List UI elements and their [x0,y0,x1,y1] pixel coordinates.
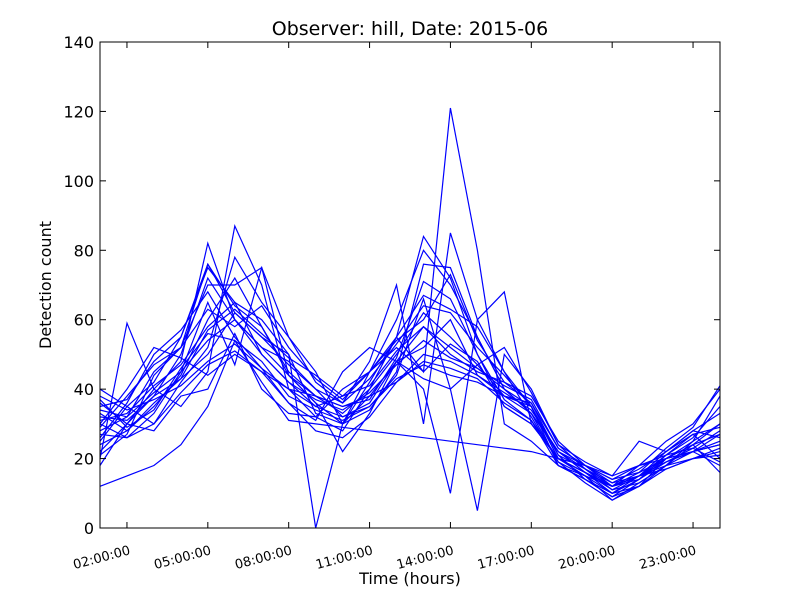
plot-area-frame [99,41,721,529]
y-tick-label: 0 [84,519,94,538]
series-line-12 [99,266,721,494]
y-tick-label: 60 [74,311,94,330]
series-line-8 [99,276,721,481]
y-tick-label: 40 [74,380,94,399]
y-tick-label: 20 [74,450,94,469]
series-line-20 [99,290,721,477]
series-line-13 [99,301,721,484]
series-line-1 [99,339,721,487]
y-tick-label: 100 [63,172,94,191]
y-tick-label: 120 [63,102,94,121]
series-line-10 [99,346,721,498]
x-axis-label: Time (hours) [358,569,461,588]
series-line-5 [99,262,721,484]
y-tick-label: 80 [74,241,94,260]
y-tick-label: 140 [63,33,94,52]
y-axis-label: Detection count [36,221,55,349]
series-line-17 [99,318,721,481]
series-line-22 [99,350,721,487]
chart-title: Observer: hill, Date: 2015-06 [272,18,548,40]
series-line-16 [99,266,721,498]
y-axis: 0 20 40 60 80 100 120 140 [63,33,720,538]
series-layer [99,107,721,529]
series-line-21 [99,308,721,501]
